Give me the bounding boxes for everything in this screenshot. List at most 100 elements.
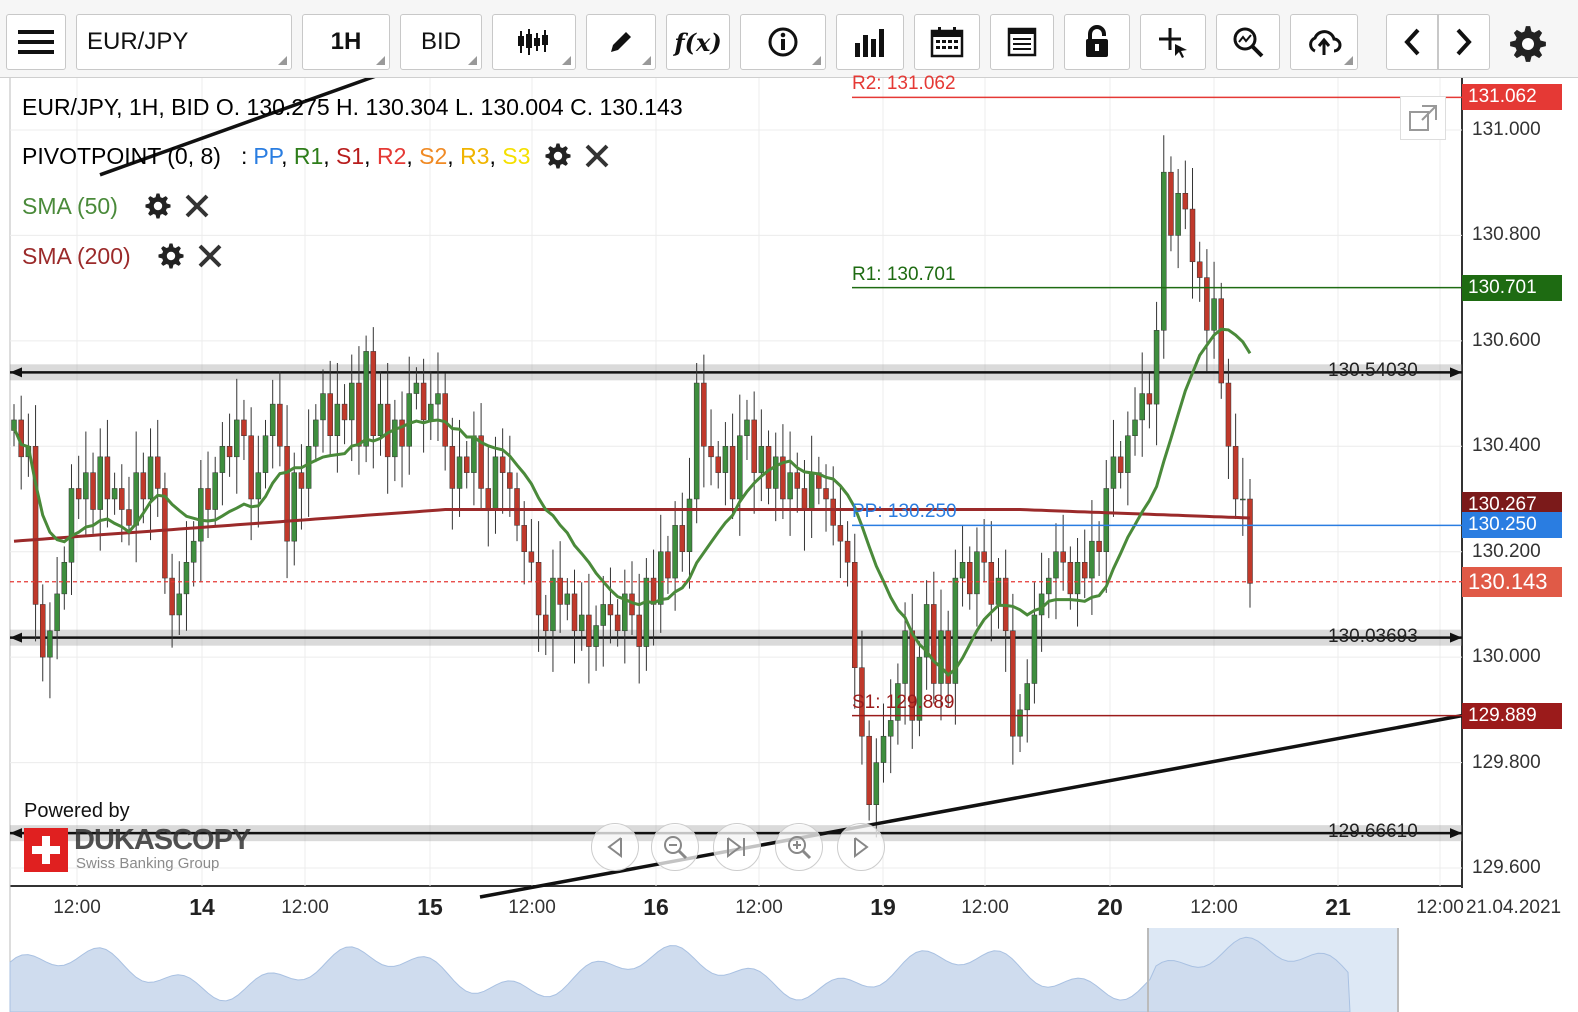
candle [1046,577,1052,595]
function-button[interactable]: f(x) [666,14,730,70]
candle [636,614,642,647]
candle [147,456,154,500]
candle [1153,330,1160,405]
zoom-out-button[interactable] [651,823,699,871]
y-tick-label: 130.200 [1472,540,1541,562]
chevron-right-button[interactable] [1438,14,1490,70]
period-selector[interactable]: 1H [302,14,390,70]
candle [787,472,793,500]
candle [808,472,815,510]
candle [478,435,484,489]
pencil-icon [611,32,631,52]
popout-icon [1409,105,1437,131]
candle [643,577,650,647]
candle [406,393,412,447]
y-tick-label: 130.000 [1472,646,1541,668]
pivot-close-icon[interactable] [584,143,610,169]
scroll-left-icon [607,837,622,858]
play-button[interactable] [837,823,885,871]
candle [737,435,743,500]
instrument-selector[interactable]: EUR/JPY [76,14,292,70]
candle [83,472,89,500]
brand-name: DUKASCOPY [74,824,251,856]
candle [945,630,951,684]
s1-price-tag: 129.889 [1462,702,1562,729]
hline-arrow [1450,828,1462,839]
zoom-chart-button[interactable] [1216,14,1280,70]
scroll-left-button[interactable] [591,823,639,871]
candle [895,683,901,721]
candle [1182,193,1189,210]
calendar-button[interactable] [914,14,980,70]
candle [1175,193,1181,236]
candle [1204,277,1210,331]
x-tick-label: 12:00 [1190,897,1238,918]
candle-type-button[interactable] [492,14,576,70]
candle [866,735,872,805]
report-button[interactable] [990,14,1054,70]
hline-label: 129.66610 [1328,821,1418,843]
bar-chart-button[interactable] [836,14,904,70]
candle [1067,562,1074,595]
sma200-legend: SMA (200) [22,242,223,270]
unlock-button[interactable] [1064,14,1130,70]
candle [463,456,470,473]
candle [313,419,319,447]
chart-area[interactable] [0,78,1578,1012]
period-label: 1H [330,28,362,55]
draw-button[interactable] [586,14,656,70]
candle [111,488,118,500]
candle [140,472,147,500]
candle [622,593,628,632]
candle [305,446,312,489]
candle [657,551,664,605]
candle [801,488,808,510]
pivot-item-r1: R1 [293,142,324,169]
zoom-in-button[interactable] [775,823,823,871]
candle [988,562,995,605]
pivot-item-s1: S1 [336,142,365,169]
candle [428,403,434,421]
settings-button[interactable] [1508,24,1548,69]
sma200-close-icon[interactable] [197,243,223,269]
hamburger-menu-icon[interactable] [6,14,66,70]
function-icon: f(x) [674,27,722,57]
candle [672,525,678,579]
zoom-out-icon [664,836,688,860]
candle [564,593,571,605]
cloud-upload-button[interactable] [1290,14,1358,70]
popout-button[interactable] [1400,96,1446,140]
sma50-close-icon[interactable] [184,193,210,219]
candle [780,456,786,500]
candle [823,488,829,500]
candle [1189,208,1196,263]
candle [614,614,621,632]
sma50-settings-gear-icon[interactable] [144,192,172,220]
chevron-left-button[interactable] [1386,14,1438,70]
x-tick-label: 12:00 [1416,897,1464,918]
scroll-end-button[interactable] [713,823,761,871]
info-button[interactable] [740,14,826,70]
unlock-icon [1086,25,1108,57]
crosshair-button[interactable] [1140,14,1206,70]
sma50-legend: SMA (50) [22,192,210,220]
hline-arrow [10,367,22,378]
navigator-series [9,936,1351,1012]
candle [1132,419,1138,436]
candle [852,562,858,668]
candle [226,446,233,458]
candle [1168,171,1174,236]
candle [363,351,369,447]
candle [1081,562,1088,579]
pivot-settings-gear-icon[interactable] [544,142,572,170]
y-tick-label: 130.800 [1472,224,1541,246]
candle [1017,709,1023,737]
hline-label: 130.03693 [1328,625,1418,647]
sma200-settings-gear-icon[interactable] [157,242,185,270]
candle [974,551,980,595]
pivot-item-s3: S3 [502,142,531,169]
candle [902,630,908,684]
hline-arrow [1450,367,1462,378]
candle [952,577,959,684]
side-selector[interactable]: BID [400,14,482,70]
